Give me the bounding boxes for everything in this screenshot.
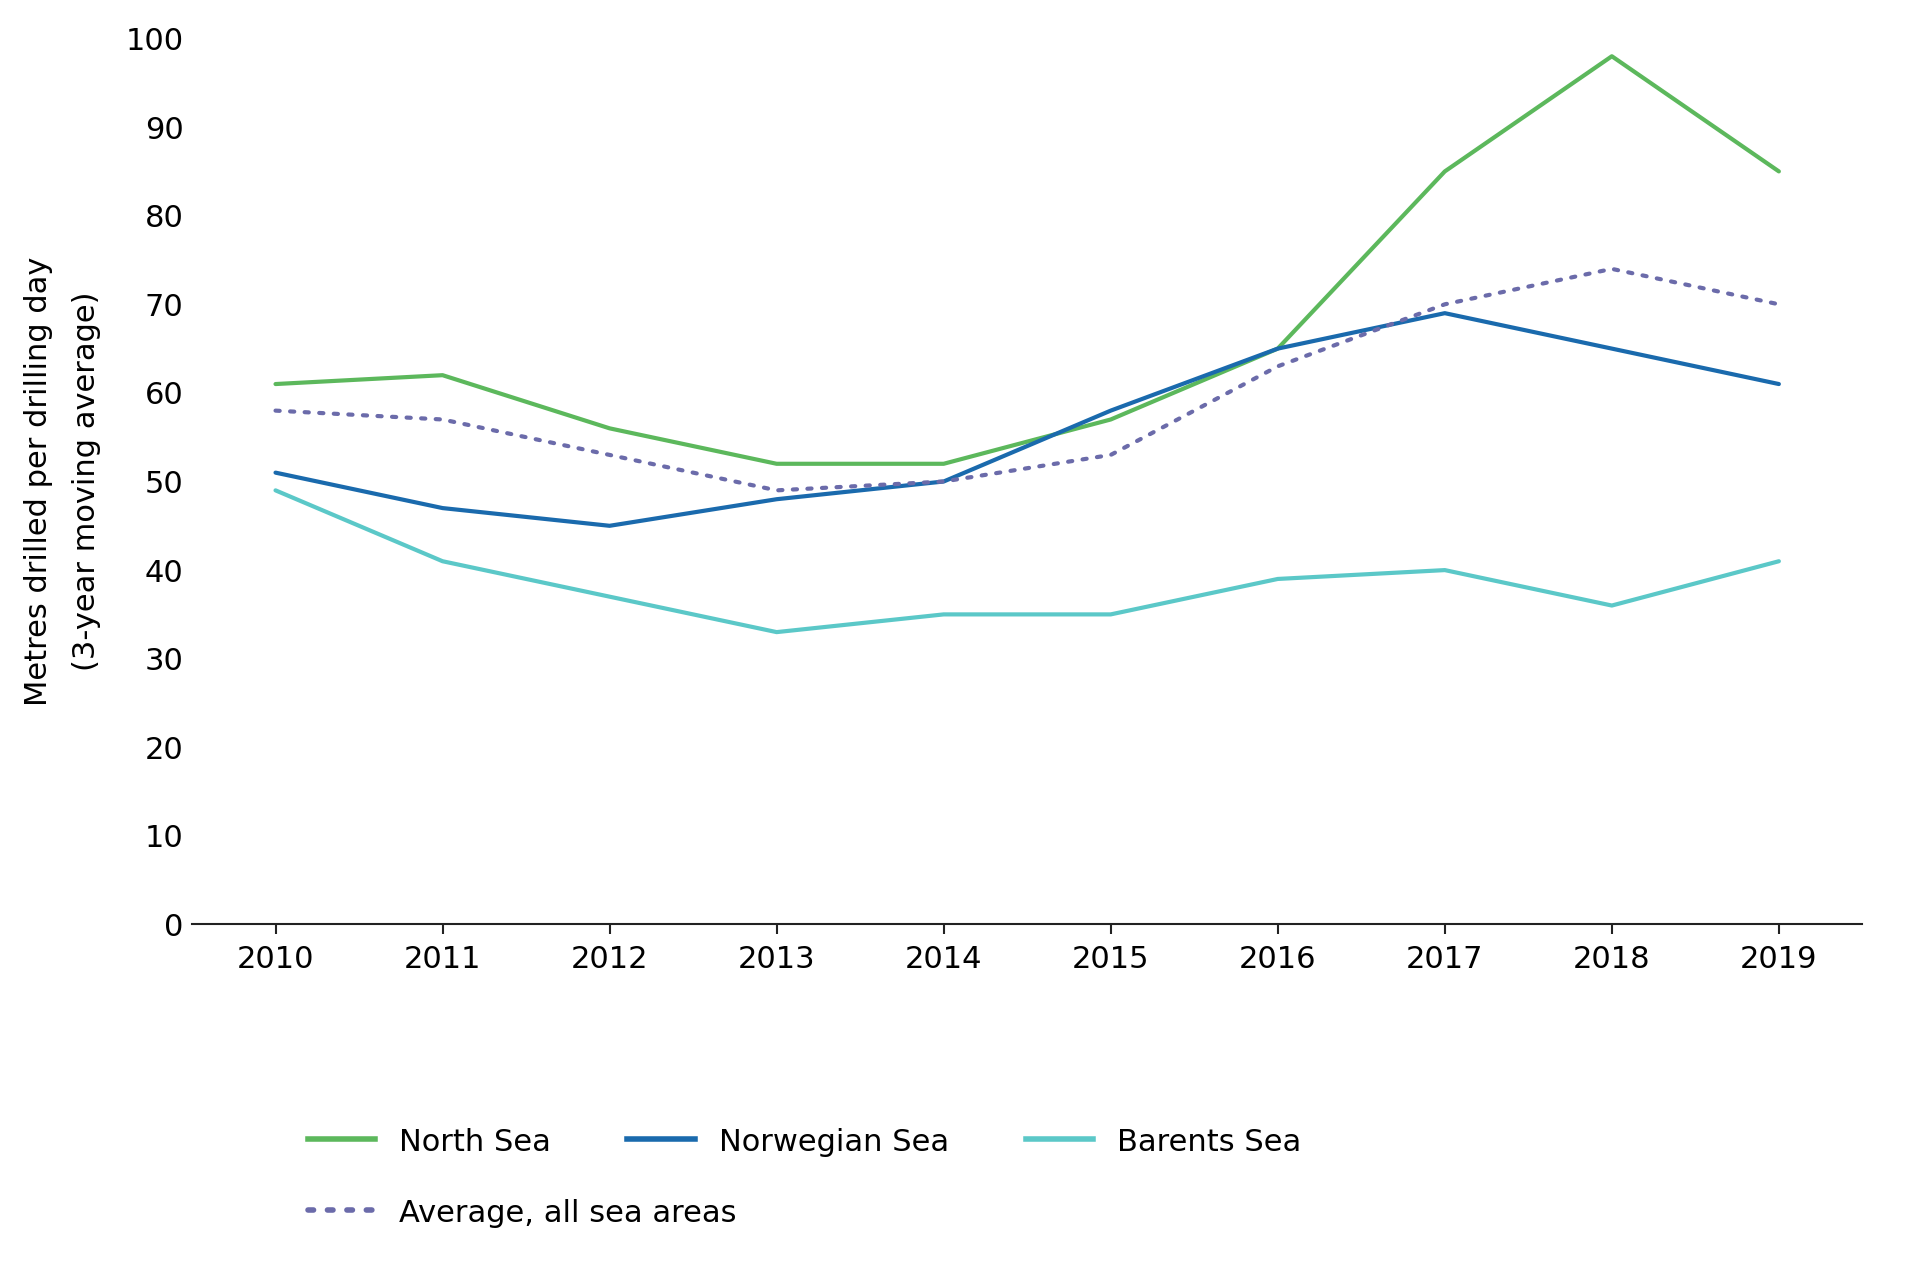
Y-axis label: Metres drilled per drilling day
(3-year moving average): Metres drilled per drilling day (3-year …: [25, 257, 100, 706]
Legend: Average, all sea areas: Average, all sea areas: [307, 1198, 737, 1229]
